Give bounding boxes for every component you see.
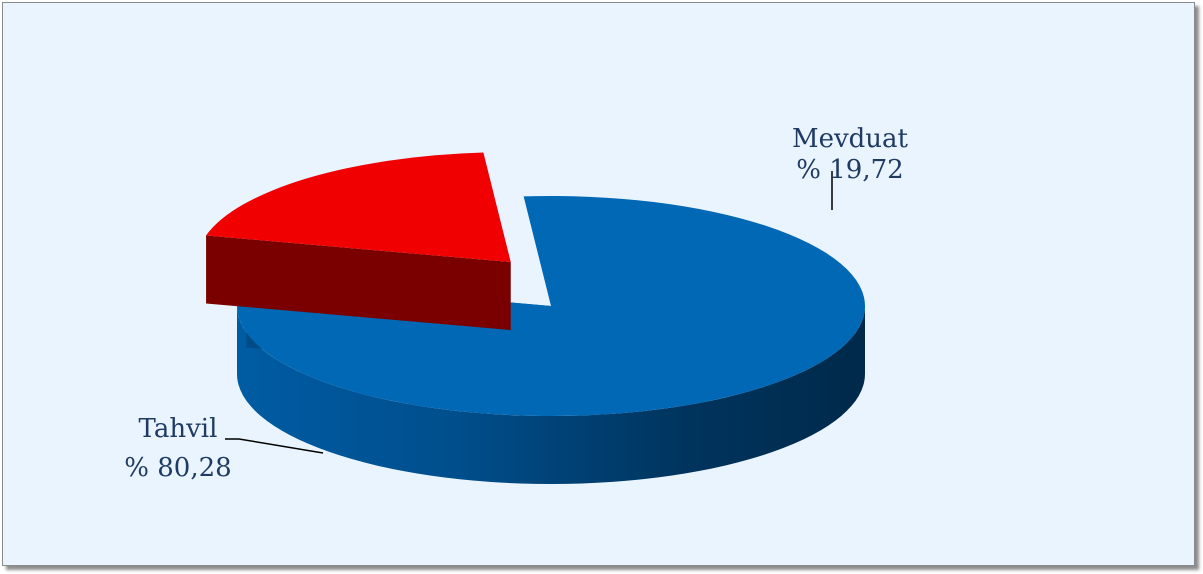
label-mevduat-name: Mevduat	[792, 124, 909, 154]
pie-top-tahvil	[236, 196, 865, 417]
label-tahvil-name: Tahvil	[139, 414, 218, 444]
label-mevduat-value: % 19,72	[796, 155, 903, 185]
leader-line-tahvil	[225, 438, 324, 454]
chart-frame: Mevduat % 19,72 Tahvil % 80,28	[2, 2, 1195, 566]
label-tahvil-value: % 80,28	[124, 453, 231, 483]
pie-slice-mevduat	[206, 152, 511, 331]
pie-side-tahvil	[237, 306, 865, 484]
pie-chart: Mevduat % 19,72 Tahvil % 80,28	[124, 124, 909, 484]
pie-cut-face-mevduat	[206, 235, 511, 331]
pie-top-mevduat	[206, 152, 511, 263]
